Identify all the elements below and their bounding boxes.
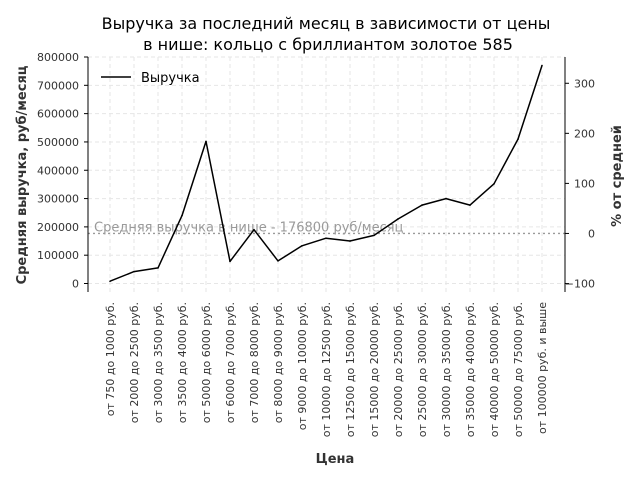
data-point (109, 280, 111, 283)
data-point (229, 260, 231, 263)
x-tick-label: от 9000 до 10000 руб. (296, 302, 309, 430)
data-point (157, 267, 159, 269)
x-tick-label: от 3000 до 3500 руб. (152, 302, 165, 423)
grid (88, 56, 565, 292)
data-point (301, 245, 303, 247)
y-tick-label: 200000 (37, 221, 79, 234)
y-axis-label: Средняя выручка, руб/месяц (15, 65, 30, 284)
x-tick-label: от 100000 руб. и выше (536, 302, 549, 434)
y-tick-label: 300000 (37, 193, 79, 206)
data-point (397, 218, 399, 220)
data-point (469, 204, 471, 206)
x-tick-label: от 12500 до 15000 руб. (344, 302, 357, 437)
data-point (181, 214, 183, 217)
y2-axis-label: % от средней (610, 125, 625, 227)
y-tick-label: 800000 (37, 51, 79, 64)
data-point (205, 140, 207, 143)
x-tick-label: от 15000 до 20000 руб. (368, 302, 381, 437)
x-tick-label: от 3500 до 4000 руб. (176, 302, 189, 423)
data-point (421, 204, 423, 206)
x-tick-label: от 35000 до 40000 руб. (464, 302, 477, 437)
x-tick-label: от 40000 до 50000 руб. (488, 302, 501, 437)
x-tick-label: от 7000 до 8000 руб. (248, 302, 261, 423)
average-reference-label: Средняя выручка в нише - 176800 руб/меся… (94, 220, 404, 235)
data-point (325, 237, 327, 240)
x-axis-label: Цена (316, 452, 355, 467)
x-tick-label: от 8000 до 9000 руб. (272, 302, 285, 423)
axes (87, 57, 566, 292)
data-point (541, 64, 543, 67)
data-point (277, 260, 279, 262)
y2-tick-label: 300 (574, 77, 595, 90)
data-point (349, 240, 351, 242)
y-tick-label: 100000 (37, 249, 79, 262)
y2-tick-label: 200 (574, 127, 595, 140)
y-tick-label: 400000 (37, 164, 79, 177)
x-tick-label: от 2000 до 2500 руб. (128, 302, 141, 423)
x-tick-label: от 5000 до 6000 руб. (200, 302, 213, 423)
data-point (517, 138, 519, 140)
data-point (445, 197, 447, 200)
y2-tick-label: −100 (565, 278, 595, 291)
x-tick-label: от 20000 до 25000 руб. (392, 302, 405, 437)
y-tick-label: 600000 (37, 108, 79, 121)
y-tick-label: 0 (72, 278, 79, 291)
legend-label: Выручка (141, 71, 200, 86)
data-point (133, 270, 135, 273)
x-tick-label: от 10000 до 12500 руб. (320, 302, 333, 437)
x-tick-label: от 50000 до 75000 руб. (512, 302, 525, 437)
x-tick-label: от 6000 до 7000 руб. (224, 302, 237, 423)
x-tick-label: от 25000 до 30000 руб. (416, 302, 429, 437)
chart-title-line2: в нише: кольцо с бриллиантом золотое 585 (143, 35, 513, 54)
x-tick-label: от 750 до 1000 руб. (104, 302, 117, 416)
y2-tick-label: 0 (588, 227, 595, 240)
y-tick-label: 500000 (37, 136, 79, 149)
y-tick-label: 700000 (37, 79, 79, 92)
chart-title-line1: Выручка за последний месяц в зависимости… (102, 14, 551, 33)
data-point (373, 234, 375, 237)
y2-axis-ticks: −100 0 100 200 300 (565, 77, 595, 290)
average-reference: Средняя выручка в нише - 176800 руб/меся… (88, 220, 565, 235)
legend: Выручка (101, 71, 200, 86)
data-point (493, 183, 495, 185)
y-axis-ticks: 0 100000 200000 300000 400000 500000 600000 700… (37, 51, 88, 291)
x-tick-label: от 30000 до 35000 руб. (440, 302, 453, 437)
y2-tick-label: 100 (574, 177, 595, 190)
x-axis-ticks: от 750 до 1000 руб. от 2000 до 2500 руб. о… (104, 302, 549, 437)
series-layer (109, 64, 543, 283)
data-point (253, 228, 255, 231)
